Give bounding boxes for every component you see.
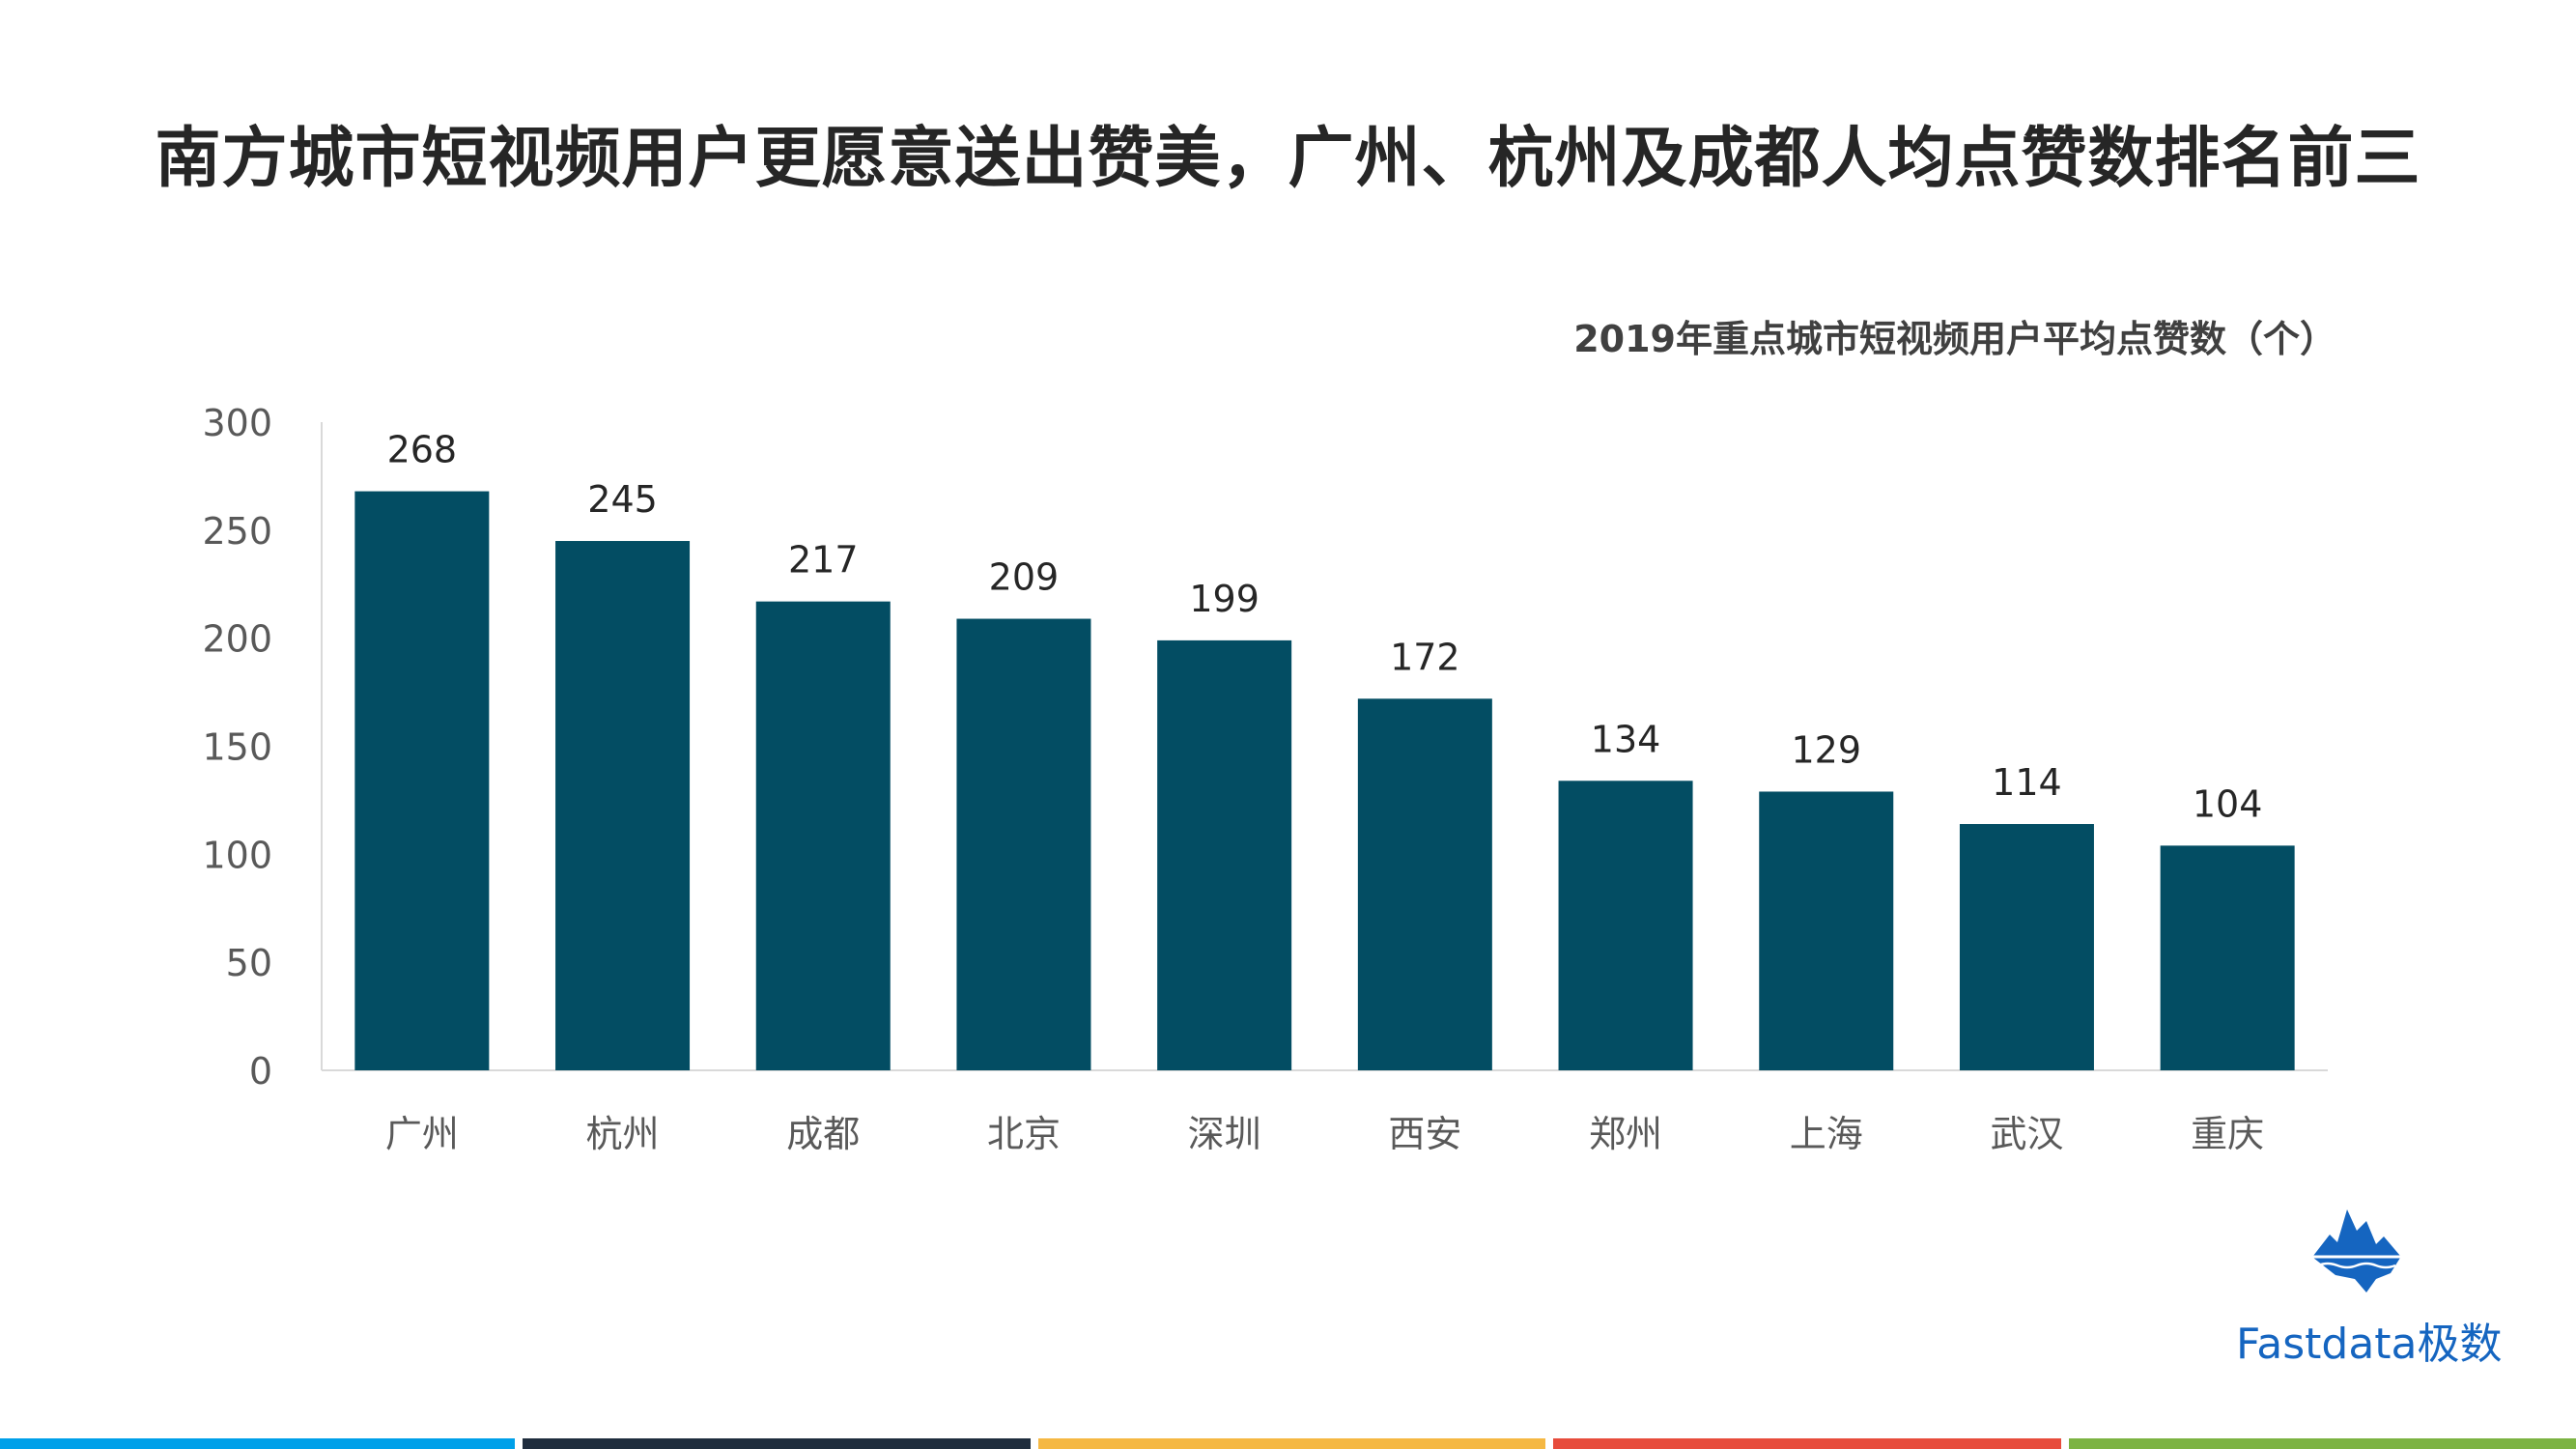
y-tick-label: 0: [249, 1050, 272, 1093]
bar-武汉: [1959, 824, 2094, 1070]
y-tick-label: 200: [202, 618, 272, 661]
bar-郑州: [1558, 781, 1693, 1070]
bar-上海: [1759, 791, 1894, 1070]
y-tick-label: 150: [202, 726, 272, 769]
x-tick-label: 成都: [786, 1113, 860, 1155]
x-tick-label: 广州: [385, 1113, 459, 1155]
stripe-segment: [2068, 1438, 2576, 1449]
data-label: 134: [1591, 718, 1661, 760]
bar-杭州: [555, 541, 691, 1070]
stripe-segment: [523, 1438, 1031, 1449]
data-label: 114: [1992, 761, 2062, 804]
data-label: 104: [2193, 782, 2263, 825]
page-title: 南方城市短视频用户更愿意送出赞美，广州、杭州及成都人均点赞数排名前三: [155, 121, 2421, 197]
data-label: 172: [1390, 636, 1460, 678]
x-tick-label: 郑州: [1589, 1113, 1662, 1155]
x-tick-label: 西安: [1388, 1113, 1461, 1155]
bar-重庆: [2160, 845, 2295, 1070]
bar-成都: [755, 601, 891, 1070]
fastdata-logo: [2222, 1198, 2511, 1372]
data-label: 199: [1189, 578, 1260, 620]
x-tick-label: 杭州: [586, 1113, 660, 1155]
data-label: 209: [989, 556, 1060, 599]
y-tick-label: 300: [202, 402, 272, 444]
x-tick-label: 重庆: [2191, 1113, 2264, 1155]
stripe-segment: [1553, 1438, 2061, 1449]
data-label: 217: [788, 539, 859, 582]
bar-广州: [354, 491, 490, 1070]
x-tick-label: 上海: [1790, 1113, 1863, 1155]
logo-text: Fastdata极数: [2236, 1320, 2503, 1369]
iceberg-icon: [2310, 1209, 2403, 1293]
chart-title: 2019年重点城市短视频用户平均点赞数（个）: [1573, 318, 2336, 360]
y-tick-label: 100: [202, 834, 272, 876]
data-label: 129: [1791, 728, 1861, 771]
data-label: 245: [587, 478, 658, 521]
x-tick-label: 武汉: [1990, 1113, 2063, 1155]
x-tick-label: 深圳: [1188, 1113, 1261, 1155]
bar-深圳: [1157, 639, 1292, 1070]
bar-chart: 0 50 100 150 200 250 300 268 245 217 209 199 172 134…: [202, 402, 2328, 1155]
y-tick-label: 250: [202, 510, 272, 553]
stripe-segment: [1037, 1438, 1546, 1449]
stripe-segment: [0, 1438, 516, 1449]
x-tick-label: 北京: [987, 1113, 1061, 1155]
y-tick-label: 50: [226, 942, 272, 984]
data-label: 268: [387, 429, 458, 471]
bar-北京: [956, 618, 1091, 1070]
bar-西安: [1357, 698, 1492, 1070]
